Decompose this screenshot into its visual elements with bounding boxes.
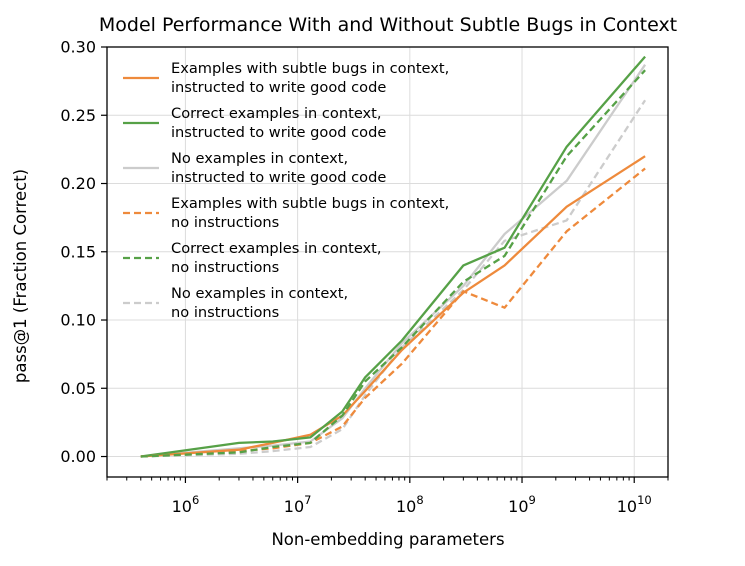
grid: [107, 46, 668, 477]
legend-label: No examples in context,: [171, 150, 348, 167]
x-tick-label-base: 10: [284, 497, 304, 516]
x-axis-label: Non-embedding parameters: [271, 530, 504, 549]
legend-label: no instructions: [171, 259, 279, 276]
chart-title: Model Performance With and Without Subtl…: [99, 14, 677, 36]
legend-label: no instructions: [171, 304, 279, 321]
x-tick-label-exponent: 6: [192, 493, 199, 507]
legend-label: Correct examples in context,: [171, 240, 382, 257]
x-tick-label-exponent: 10: [637, 493, 652, 507]
series-line: [140, 99, 647, 458]
x-tick-label-base: 10: [172, 497, 192, 516]
series-line: [140, 55, 646, 458]
series-line: [140, 69, 646, 458]
x-tick-label-exponent: 7: [304, 493, 311, 507]
legend-label: No examples in context,: [171, 285, 348, 302]
legend: Examples with subtle bugs in context, ins…: [123, 60, 449, 321]
x-tick-label-exponent: 9: [529, 493, 536, 507]
x-tick-label: 1010: [617, 493, 652, 516]
series-line: [140, 167, 646, 458]
x-tick-label-base: 10: [508, 497, 528, 516]
x-tick-label: 107: [284, 493, 312, 516]
x-tick-label: 106: [172, 493, 200, 516]
y-tick-label: 0.15: [60, 242, 96, 261]
x-tick-label: 108: [396, 493, 424, 516]
x-tick-label-base: 10: [396, 497, 416, 516]
legend-label: Examples with subtle bugs in context,: [171, 60, 449, 77]
legend-label: instructed to write good code: [171, 169, 386, 186]
y-tick-label: 0.10: [60, 311, 96, 330]
legend-label: Correct examples in context,: [171, 105, 382, 122]
x-tick-label-exponent: 8: [416, 493, 423, 507]
plot-frame: [106, 46, 669, 478]
series-line: [140, 155, 646, 458]
y-axis-label: pass@1 (Fraction Correct): [11, 169, 30, 383]
y-tick-label: 0.05: [60, 379, 96, 398]
x-tick-label-base: 10: [617, 497, 637, 516]
y-tick-label: 0.00: [60, 447, 96, 466]
legend-label: Examples with subtle bugs in context,: [171, 195, 449, 212]
y-tick-label: 0.20: [60, 174, 96, 193]
legend-label: no instructions: [171, 214, 279, 231]
legend-label: instructed to write good code: [171, 79, 386, 96]
series-lines: [140, 55, 647, 458]
x-tick-label: 109: [508, 493, 536, 516]
series-line: [140, 64, 647, 458]
legend-label: instructed to write good code: [171, 124, 386, 141]
y-tick-label: 0.25: [60, 106, 96, 125]
y-tick-label: 0.30: [60, 38, 96, 57]
